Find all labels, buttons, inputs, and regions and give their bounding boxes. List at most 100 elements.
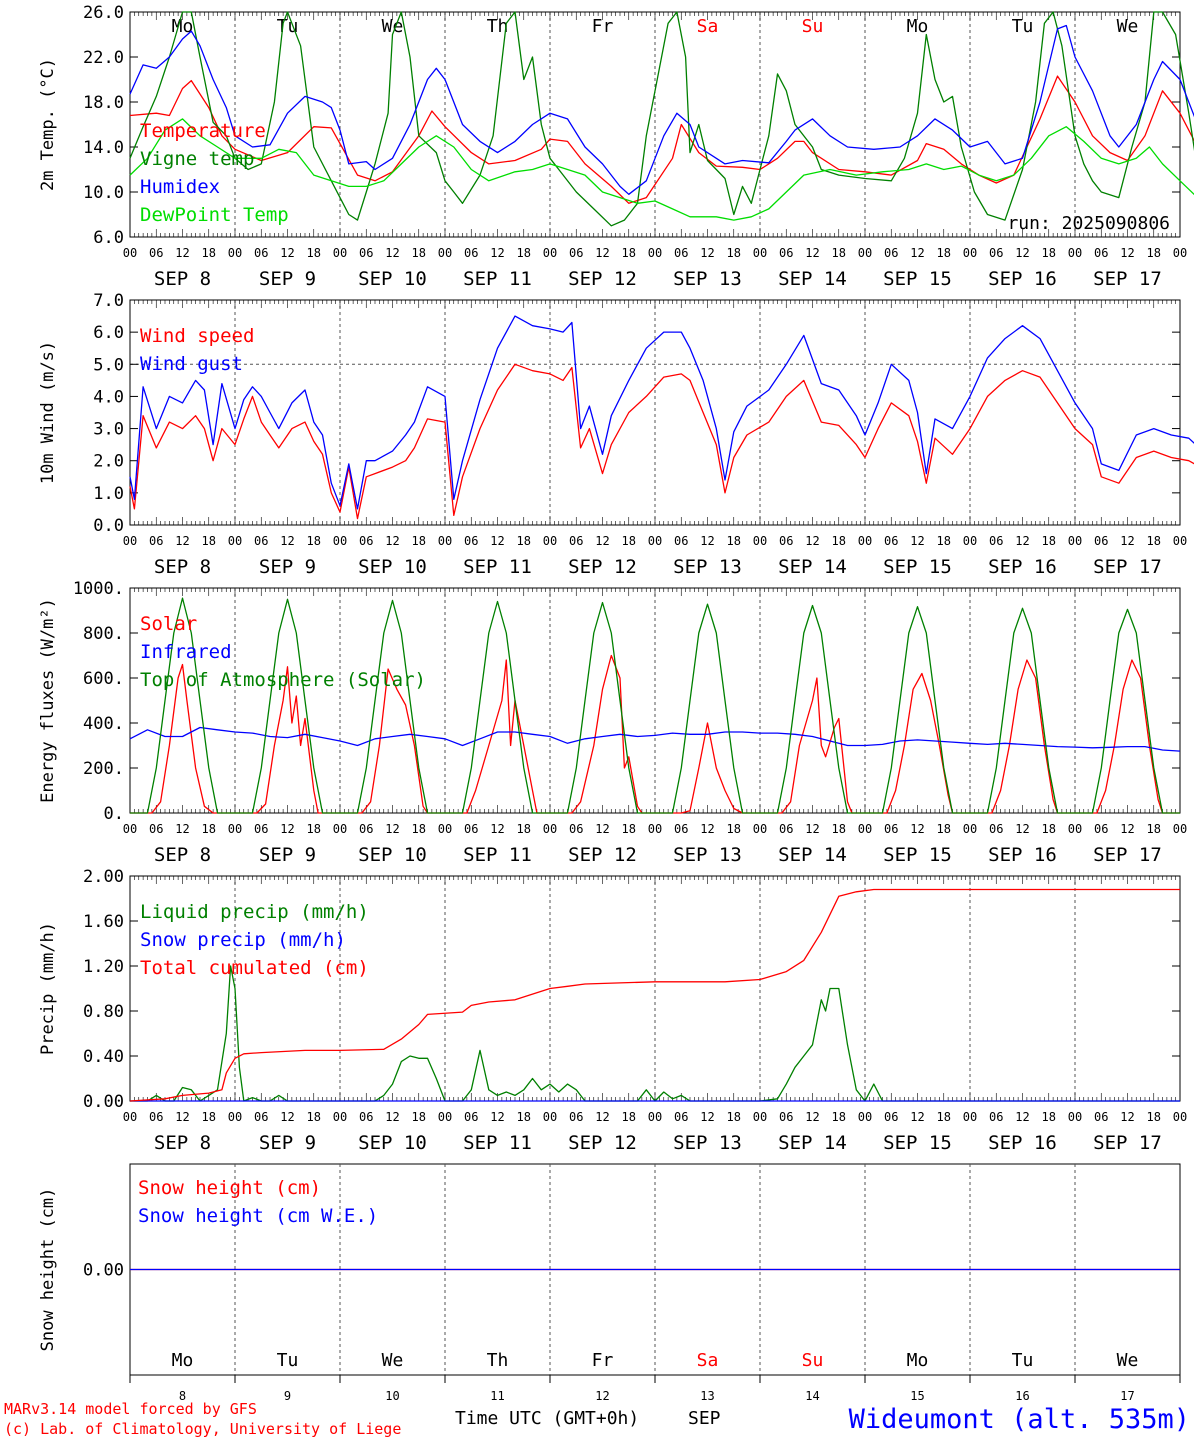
day-number-label: 12: [595, 1389, 609, 1403]
hour-tick-label: 06: [989, 246, 1003, 260]
hour-tick-label: 12: [385, 246, 399, 260]
hour-tick-label: 06: [464, 1110, 478, 1124]
hour-tick-label: 12: [1015, 534, 1029, 548]
hour-tick-label: 12: [700, 1110, 714, 1124]
time-axis-label: Time UTC (GMT+0h): [455, 1408, 639, 1429]
legend-entry: Snow height (cm): [138, 1177, 321, 1199]
hour-tick-label: 00: [438, 246, 452, 260]
day-name-label: Sa: [697, 1350, 719, 1371]
day-number-label: 14: [805, 1389, 819, 1403]
y-axis-title: 2m Temp. (°C): [38, 58, 58, 191]
hour-tick-label: 00: [1173, 822, 1187, 836]
ytick-label: 10.0: [83, 183, 124, 203]
day-number-label: 15: [910, 1389, 924, 1403]
legend-entry: Top of Atmosphere (Solar): [140, 669, 426, 691]
hour-tick-label: 18: [517, 534, 531, 548]
hour-tick-label: 00: [858, 822, 872, 836]
hour-tick-label: 00: [123, 534, 137, 548]
hour-tick-label: 00: [1173, 534, 1187, 548]
hour-tick-label: 18: [517, 822, 531, 836]
hour-tick-label: 12: [280, 246, 294, 260]
hour-tick-label: 18: [517, 246, 531, 260]
hour-tick-label: 00: [123, 822, 137, 836]
day-name-label: Mo: [907, 16, 929, 37]
hour-tick-label: 12: [595, 246, 609, 260]
hour-tick-label: 06: [464, 534, 478, 548]
hour-tick-label: 06: [569, 822, 583, 836]
hour-tick-label: 06: [884, 1110, 898, 1124]
hour-tick-label: 18: [202, 1110, 216, 1124]
day-name-label: Tu: [1012, 16, 1034, 37]
panel-1: 6.0 10.0 14.0 18.0 22.0 26.0 2m Temp. (°C) Mo Tu…: [38, 3, 1194, 290]
ytick-label: 7.0: [93, 291, 124, 311]
hour-tick-label: 18: [832, 822, 846, 836]
date-label: SEP 16: [988, 556, 1057, 578]
legend-entry: Liquid precip (mm/h): [140, 901, 369, 923]
hour-tick-label: 00: [1173, 1110, 1187, 1124]
legend-entry: Total cumulated (cm): [140, 957, 369, 979]
legend-entry: Solar: [140, 613, 197, 635]
hour-tick-label: 06: [674, 534, 688, 548]
day-number-label: 17: [1120, 1389, 1134, 1403]
hour-tick-label: 00: [1173, 246, 1187, 260]
hour-tick-label: 12: [280, 534, 294, 548]
hour-tick-label: 12: [490, 822, 504, 836]
day-name-label: Mo: [172, 1350, 194, 1371]
ytick-label: 0.: [104, 804, 124, 824]
hour-tick-label: 18: [727, 1110, 741, 1124]
hour-tick-label: 00: [648, 246, 662, 260]
hour-tick-label: 12: [700, 822, 714, 836]
hour-tick-label: 18: [937, 1110, 951, 1124]
hour-tick-label: 06: [884, 534, 898, 548]
hour-tick-label: 06: [569, 534, 583, 548]
date-label: SEP 8: [154, 1132, 211, 1154]
hour-tick-label: 06: [464, 246, 478, 260]
hour-tick-label: 06: [569, 1110, 583, 1124]
day-name-label: Mo: [907, 1350, 929, 1371]
hour-tick-label: 18: [412, 246, 426, 260]
hour-tick-label: 12: [175, 1110, 189, 1124]
ytick-label: 6.0: [93, 228, 124, 248]
day-name-label: We: [1117, 16, 1139, 37]
hour-tick-label: 18: [412, 534, 426, 548]
date-label: SEP 17: [1093, 268, 1162, 290]
date-label: SEP 11: [463, 844, 532, 866]
hour-tick-label: 18: [622, 822, 636, 836]
hour-tick-label: 00: [543, 246, 557, 260]
hour-tick-label: 12: [280, 1110, 294, 1124]
hour-tick-label: 12: [490, 1110, 504, 1124]
hour-tick-label: 00: [123, 246, 137, 260]
day-name-label: Su: [802, 16, 824, 37]
hour-tick-label: 00: [438, 1110, 452, 1124]
date-label: SEP 17: [1093, 844, 1162, 866]
day-name-label: We: [382, 1350, 404, 1371]
date-label: SEP 16: [988, 844, 1057, 866]
hour-tick-label: 12: [1120, 534, 1134, 548]
day-name-label: Tu: [277, 1350, 299, 1371]
date-label: SEP 16: [988, 1132, 1057, 1154]
day-number-label: 9: [284, 1389, 291, 1403]
hour-tick-label: 00: [963, 822, 977, 836]
hour-tick-label: 12: [1015, 246, 1029, 260]
hour-tick-label: 00: [858, 1110, 872, 1124]
ytick-label: 2.00: [83, 867, 124, 887]
ytick-label: 0.40: [83, 1047, 124, 1067]
day-number-label: 16: [1015, 1389, 1029, 1403]
ytick-label: 200.: [83, 759, 124, 779]
hour-tick-label: 12: [280, 822, 294, 836]
ytick-label: 6.0: [93, 323, 124, 343]
hour-tick-label: 06: [674, 1110, 688, 1124]
hour-tick-label: 00: [753, 534, 767, 548]
day-name-label: Su: [802, 1350, 824, 1371]
hour-tick-label: 00: [858, 534, 872, 548]
hour-tick-label: 06: [149, 822, 163, 836]
hour-tick-label: 06: [569, 246, 583, 260]
hour-tick-label: 12: [1015, 822, 1029, 836]
credit-line-1: MARv3.14 model forced by GFS: [4, 1400, 257, 1418]
hour-tick-label: 12: [595, 534, 609, 548]
hour-tick-label: 06: [149, 1110, 163, 1124]
date-label: SEP 9: [259, 268, 316, 290]
legend-entry: Infrared: [140, 641, 232, 663]
day-number-label: 8: [179, 1389, 186, 1403]
hour-tick-label: 18: [307, 534, 321, 548]
